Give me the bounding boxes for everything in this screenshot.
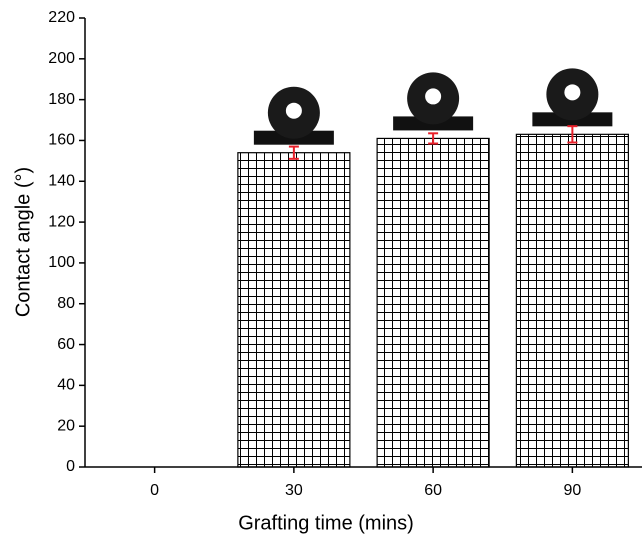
x-tick-label: 30 [285, 482, 303, 499]
y-tick-label: 80 [57, 295, 75, 312]
error-bar [567, 125, 578, 144]
y-tick-label: 220 [48, 9, 75, 26]
droplet-highlight [285, 102, 302, 119]
error-bar [428, 132, 439, 145]
y-tick-label: 20 [57, 417, 75, 434]
x-axis-title: Grafting time (mins) [238, 512, 414, 534]
y-tick-label: 120 [48, 213, 75, 230]
y-tick-label: 140 [48, 172, 75, 189]
y-tick-label: 200 [48, 50, 75, 67]
y-tick-label: 180 [48, 91, 75, 108]
y-tick-label: 0 [66, 458, 75, 475]
y-tick-label: 60 [57, 336, 75, 353]
y-axis-title: Contact angle (°) [12, 167, 34, 317]
error-bar [288, 145, 299, 160]
y-tick-label: 100 [48, 254, 75, 271]
droplet-highlight [425, 88, 442, 105]
x-tick-label: 0 [150, 482, 159, 499]
y-tick-label: 160 [48, 132, 75, 149]
x-tick-label: 60 [424, 482, 442, 499]
bar [376, 137, 490, 468]
x-tick-label: 90 [563, 482, 581, 499]
bar [515, 133, 629, 468]
y-tick-label: 40 [57, 377, 75, 394]
bar [237, 152, 351, 468]
droplet-images [253, 68, 613, 145]
droplet-highlight [564, 84, 581, 101]
